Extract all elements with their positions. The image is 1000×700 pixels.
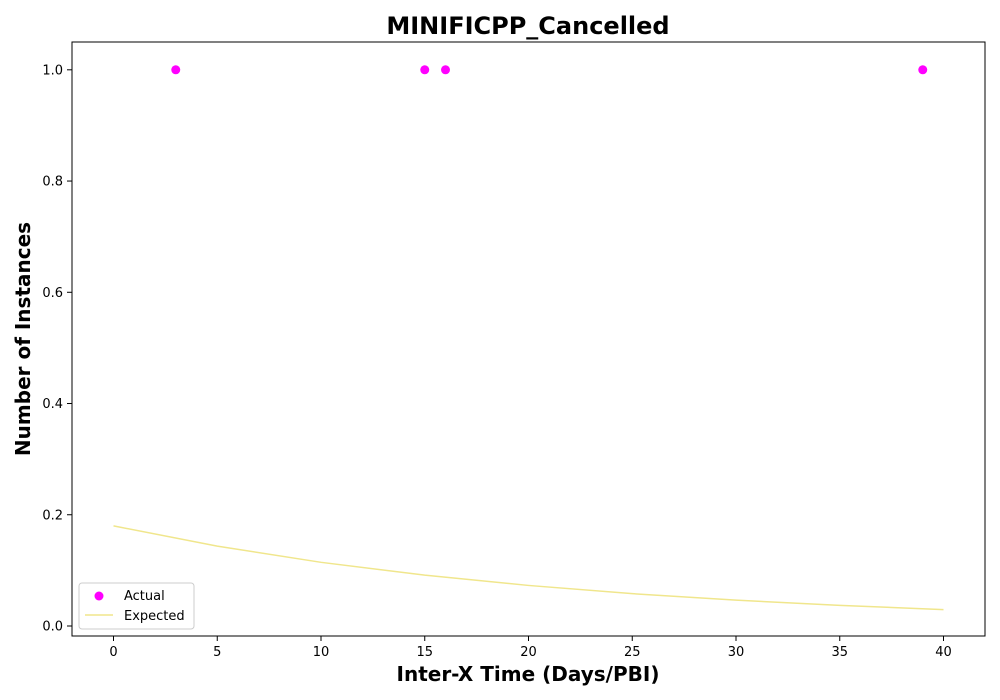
scatter-series xyxy=(171,65,928,75)
plot-frame xyxy=(71,41,986,637)
x-tick-label: 0 xyxy=(109,645,117,660)
actual-point xyxy=(420,65,430,75)
y-axis-ticks: 0.0 0.2 0.4 0.6 0.8 1.0 xyxy=(42,63,72,634)
y-axis-label: Number of Instances xyxy=(11,222,35,456)
plot-area: 0 5 10 15 20 25 30 35 40 0.0 0.2 0.4 0.6 0.8 1.0 xyxy=(42,41,986,660)
legend-expected-label: Expected xyxy=(124,609,185,624)
actual-point xyxy=(441,65,450,75)
x-axis-ticks: 0 5 10 15 20 25 30 35 40 xyxy=(109,636,952,660)
legend: Actual Expected xyxy=(78,582,195,630)
chart-title: MINIFICPP_Cancelled xyxy=(386,12,669,40)
x-tick-label: 5 xyxy=(213,645,221,660)
expected-line xyxy=(113,525,944,611)
actual-point xyxy=(171,65,181,75)
x-axis-label: Inter-X Time (Days/PBI) xyxy=(397,662,660,686)
x-tick-label: 25 xyxy=(624,645,641,660)
line-series xyxy=(113,525,944,611)
x-tick-label: 10 xyxy=(313,645,330,660)
legend-actual-label: Actual xyxy=(124,589,165,604)
legend-actual-marker xyxy=(94,591,104,601)
x-tick-label: 15 xyxy=(416,645,433,660)
y-tick-label: 0.2 xyxy=(42,508,63,523)
x-tick-label: 40 xyxy=(935,645,952,660)
x-tick-label: 35 xyxy=(831,645,848,660)
y-tick-label: 0.8 xyxy=(42,175,63,190)
x-tick-label: 20 xyxy=(520,645,537,660)
actual-point xyxy=(918,65,928,75)
y-tick-label: 0.0 xyxy=(42,619,63,634)
legend-box xyxy=(78,582,195,630)
y-tick-label: 0.4 xyxy=(42,397,63,412)
x-tick-label: 30 xyxy=(728,645,745,660)
y-tick-label: 0.6 xyxy=(42,286,63,301)
y-tick-label: 1.0 xyxy=(42,63,63,78)
